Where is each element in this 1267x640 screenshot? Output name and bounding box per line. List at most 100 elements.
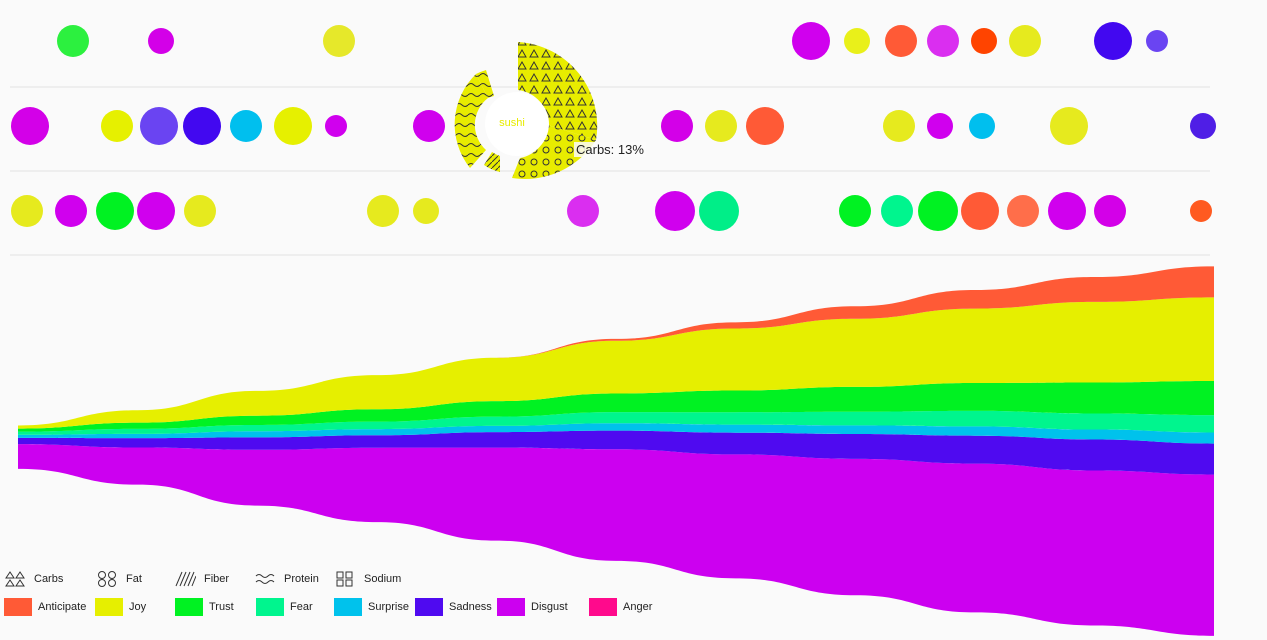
food-bubbles: [11, 22, 1216, 231]
legend-swatch: [4, 598, 32, 616]
food-bubble[interactable]: [55, 195, 87, 227]
legend-item-sadness[interactable]: Sadness: [415, 598, 497, 616]
triangles-icon: [5, 571, 25, 587]
legend-label: Sodium: [364, 573, 402, 585]
food-bubble[interactable]: [148, 28, 174, 54]
legend-label: Disgust: [531, 601, 568, 613]
legend-item-anger[interactable]: Anger: [589, 598, 659, 616]
food-bubble[interactable]: [655, 191, 695, 231]
food-bubble[interactable]: [1007, 195, 1039, 227]
food-bubble[interactable]: [927, 113, 953, 139]
legend-label: Fiber: [204, 573, 230, 585]
donut-slice-protein-top[interactable]: [476, 70, 494, 98]
food-bubble[interactable]: [1048, 192, 1086, 230]
food-bubble[interactable]: [839, 195, 871, 227]
food-bubble[interactable]: [96, 192, 134, 230]
food-bubble[interactable]: [413, 198, 439, 224]
circles-icon: [98, 571, 116, 587]
stream-layer-sadness[interactable]: [18, 430, 1214, 475]
food-bubble[interactable]: [140, 107, 178, 145]
diagonal-lines-icon: [175, 571, 196, 587]
emotion-streamgraph: [18, 266, 1214, 636]
food-bubble[interactable]: [792, 22, 830, 60]
legend-item-anticipate[interactable]: Anticipate: [4, 598, 95, 616]
legend-label: Surprise: [368, 601, 409, 613]
food-bubble[interactable]: [881, 195, 913, 227]
stream-layer-anticipate[interactable]: [18, 266, 1214, 426]
food-bubble[interactable]: [367, 195, 399, 227]
stream-layer-trust[interactable]: [18, 381, 1214, 432]
legend-item-sodium[interactable]: Sodium: [334, 570, 414, 588]
food-bubble[interactable]: [413, 110, 445, 142]
legend-swatch: [334, 598, 362, 616]
legend-item-carbs[interactable]: Carbs: [4, 570, 96, 588]
stream-layer-surprise[interactable]: [18, 423, 1214, 444]
legend-item-joy[interactable]: Joy: [95, 598, 175, 616]
legend-swatch: [175, 598, 203, 616]
food-bubble[interactable]: [274, 107, 312, 145]
food-bubble[interactable]: [746, 107, 784, 145]
food-bubble[interactable]: [885, 25, 917, 57]
legend-item-trust[interactable]: Trust: [175, 598, 256, 616]
food-bubble[interactable]: [11, 195, 43, 227]
row-dividers: [10, 86, 1210, 256]
food-bubble[interactable]: [844, 28, 870, 54]
stream-layer-fear[interactable]: [18, 410, 1214, 435]
food-bubble[interactable]: [1009, 25, 1041, 57]
legend-label: Fear: [290, 601, 313, 613]
food-bubble[interactable]: [961, 192, 999, 230]
food-bubble[interactable]: [11, 107, 49, 145]
legend-item-protein[interactable]: Protein: [254, 570, 334, 588]
food-bubble[interactable]: [325, 115, 347, 137]
legend-item-fat[interactable]: Fat: [96, 570, 174, 588]
legend-item-surprise[interactable]: Surprise: [334, 598, 415, 616]
food-bubble[interactable]: [705, 110, 737, 142]
donut-slice-fat[interactable]: [512, 125, 596, 180]
waves-icon: [255, 574, 275, 584]
legend-label: Trust: [209, 601, 234, 613]
stream-layer-disgust[interactable]: [18, 444, 1214, 636]
food-bubble[interactable]: [101, 110, 133, 142]
selected-food-donut[interactable]: sushi: [454, 42, 598, 180]
food-bubble[interactable]: [57, 25, 89, 57]
food-bubble[interactable]: [1094, 22, 1132, 60]
legend-item-fear[interactable]: Fear: [256, 598, 334, 616]
food-bubble[interactable]: [918, 191, 958, 231]
legend-label: Joy: [129, 601, 147, 613]
legend-item-fiber[interactable]: Fiber: [174, 570, 254, 588]
legend-label: Sadness: [449, 601, 492, 613]
legend-swatch: [256, 598, 284, 616]
food-bubble[interactable]: [661, 110, 693, 142]
food-bubble[interactable]: [927, 25, 959, 57]
legend-label: Anticipate: [38, 601, 87, 613]
food-bubble[interactable]: [184, 195, 216, 227]
nutrient-tooltip: Carbs: 13%: [574, 142, 646, 157]
food-bubble[interactable]: [969, 113, 995, 139]
food-bubble[interactable]: [1094, 195, 1126, 227]
food-bubble[interactable]: [971, 28, 997, 54]
selected-food-label: sushi: [499, 117, 525, 129]
legend-label: Carbs: [34, 573, 64, 585]
legend-swatch: [95, 598, 123, 616]
donut-slice-carbs[interactable]: [518, 42, 598, 140]
legend-label: Anger: [623, 601, 653, 613]
food-bubble[interactable]: [1190, 113, 1216, 139]
legend-item-disgust[interactable]: Disgust: [497, 598, 589, 616]
food-bubble[interactable]: [230, 110, 262, 142]
food-bubble[interactable]: [1146, 30, 1168, 52]
nutrient-legend: Carbs Fat Fiber Protein Sodium: [4, 570, 414, 588]
food-bubble[interactable]: [183, 107, 221, 145]
stream-layer-joy[interactable]: [18, 297, 1214, 429]
food-bubble[interactable]: [1190, 200, 1212, 222]
food-bubble[interactable]: [883, 110, 915, 142]
donut-slice-protein[interactable]: [454, 74, 488, 168]
squares-icon: [336, 571, 353, 587]
food-bubble[interactable]: [1050, 107, 1088, 145]
food-bubble[interactable]: [323, 25, 355, 57]
donut-slice-fiber[interactable]: [484, 152, 500, 172]
legend-label: Fat: [126, 573, 142, 585]
food-bubble[interactable]: [699, 191, 739, 231]
food-bubble[interactable]: [567, 195, 599, 227]
legend-swatch: [589, 598, 617, 616]
food-bubble[interactable]: [137, 192, 175, 230]
